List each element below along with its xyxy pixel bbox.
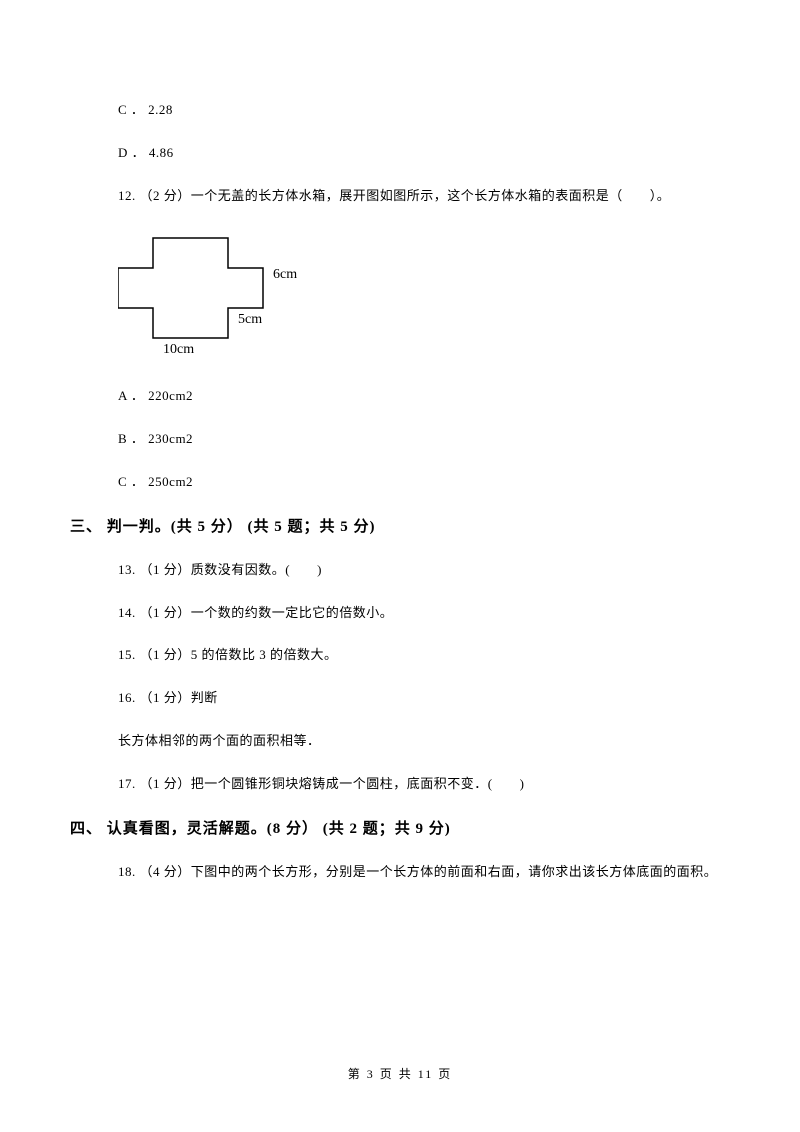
label-10cm: 10cm bbox=[163, 342, 194, 357]
question-16: 16. （1 分）判断 bbox=[118, 688, 730, 709]
section-3-title: 三、 判一判。(共 5 分） (共 5 题；共 5 分) bbox=[70, 515, 730, 536]
question-18: 18. （4 分）下图中的两个长方形，分别是一个长方体的前面和右面，请你求出该长… bbox=[118, 862, 730, 883]
option-d: D ． 4.86 bbox=[118, 143, 730, 164]
section-4-title: 四、 认真看图，灵活解题。(8 分） (共 2 题；共 9 分) bbox=[70, 817, 730, 838]
question-16-body: 长方体相邻的两个面的面积相等． bbox=[118, 731, 730, 752]
question-15: 15. （1 分）5 的倍数比 3 的倍数大。 bbox=[118, 645, 730, 666]
q12-option-a: A ． 220cm2 bbox=[118, 386, 730, 407]
q12-option-c: C ． 250cm2 bbox=[118, 472, 730, 493]
option-c: C ． 2.28 bbox=[118, 100, 730, 121]
question-13: 13. （1 分）质数没有因数。( ) bbox=[118, 560, 730, 581]
label-5cm: 5cm bbox=[238, 312, 262, 327]
diagram-svg: 6cm 5cm 10cm bbox=[118, 228, 348, 358]
question-17: 17. （1 分）把一个圆锥形铜块熔铸成一个圆柱，底面积不变．( ) bbox=[118, 774, 730, 795]
question-14: 14. （1 分）一个数的约数一定比它的倍数小。 bbox=[118, 603, 730, 624]
page-footer: 第 3 页 共 11 页 bbox=[0, 1065, 800, 1082]
question-12: 12. （2 分）一个无盖的长方体水箱，展开图如图所示，这个长方体水箱的表面积是… bbox=[118, 186, 730, 207]
label-6cm: 6cm bbox=[273, 267, 297, 282]
q12-option-b: B ． 230cm2 bbox=[118, 429, 730, 450]
unfolded-box-diagram: 6cm 5cm 10cm bbox=[118, 228, 730, 358]
